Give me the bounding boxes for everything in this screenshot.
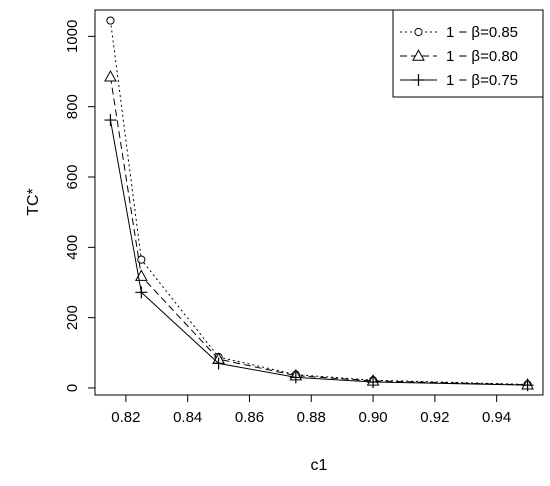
y-tick-label: 800 [64, 94, 81, 119]
x-tick-label: 0.86 [235, 409, 264, 426]
data-point [106, 16, 115, 25]
x-tick-label: 0.90 [358, 409, 387, 426]
legend-label: 1 − β=0.75 [446, 72, 518, 89]
data-point [137, 255, 146, 264]
x-tick-label: 0.92 [420, 409, 449, 426]
legend-label: 1 − β=0.80 [446, 48, 518, 65]
data-point [104, 114, 117, 127]
y-tick-label: 0 [64, 384, 81, 392]
y-tick-label: 400 [64, 235, 81, 260]
y-tick-label: 1000 [64, 20, 81, 53]
y-axis-title: TC* [25, 188, 42, 216]
data-point [521, 379, 534, 392]
series-2 [104, 70, 534, 390]
data-point [135, 286, 148, 299]
x-tick-label: 0.84 [173, 409, 202, 426]
x-tick-label: 0.94 [482, 409, 511, 426]
series-line [109, 76, 528, 386]
data-point [289, 371, 302, 384]
plot-frame [94, 9, 544, 396]
x-tick-label: 0.88 [297, 409, 326, 426]
x-axis-title: c1 [311, 457, 328, 474]
data-point [367, 375, 380, 388]
series-layer [104, 16, 534, 392]
y-axis: 0 200 400 600 800 1000 [64, 20, 95, 392]
data-point [104, 70, 117, 82]
y-tick-label: 200 [64, 305, 81, 330]
y-tick-label: 600 [64, 164, 81, 189]
data-point [212, 357, 225, 370]
series-3 [104, 114, 534, 392]
legend-marker [414, 27, 423, 37]
legend-label: 1 − β=0.85 [446, 24, 518, 41]
x-tick-label: 0.82 [111, 409, 140, 426]
legend-marker [412, 74, 425, 86]
series-line [109, 20, 528, 385]
legend-marker [412, 49, 425, 61]
x-axis: 0.82 0.84 0.86 0.88 0.90 0.92 0.94 [111, 395, 511, 426]
legend: 1 − β=0.85 1 − β=0.80 1 − β=0.75 [392, 9, 544, 98]
series-line [109, 119, 528, 386]
